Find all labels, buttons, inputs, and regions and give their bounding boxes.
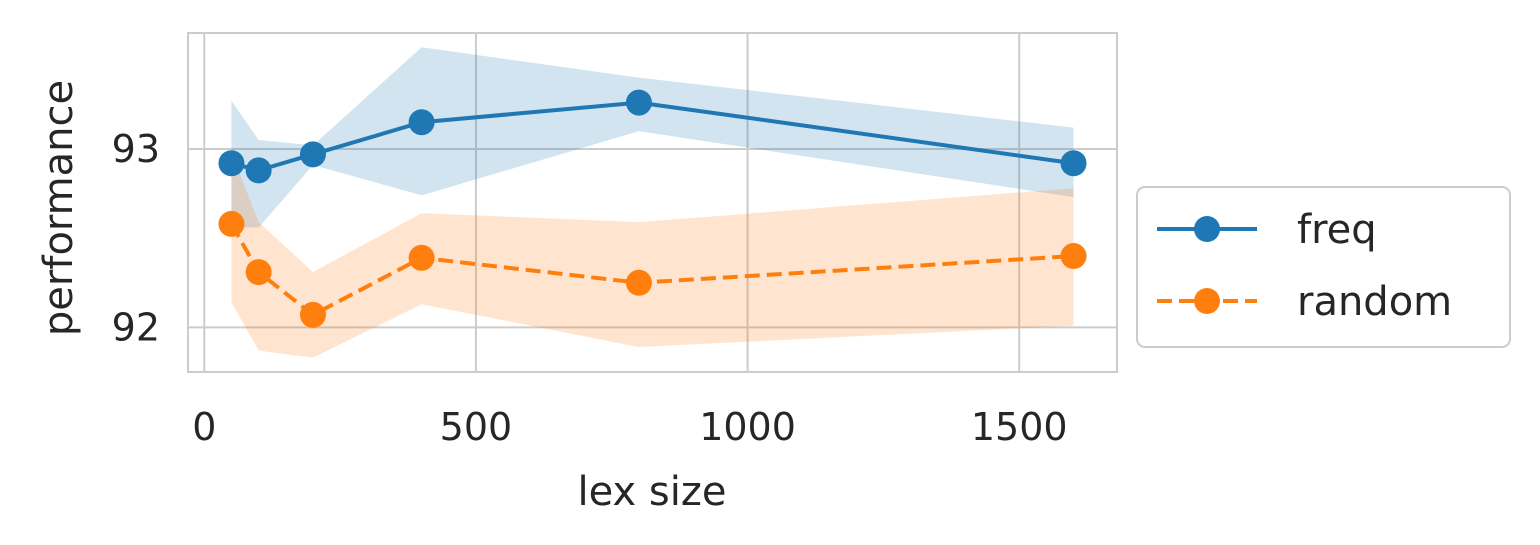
point-random	[408, 244, 435, 271]
legend-label-random: random	[1297, 279, 1452, 325]
point-random	[245, 259, 272, 286]
x-tick-label: 1500	[971, 405, 1068, 449]
point-freq	[245, 157, 272, 184]
band-random	[231, 152, 1074, 358]
x-axis-ticks: 0 500 1000 1500	[192, 405, 1067, 449]
point-freq	[408, 109, 435, 136]
legend-label-freq: freq	[1297, 207, 1377, 253]
point-random	[299, 301, 326, 328]
point-random	[218, 210, 245, 237]
y-tick-label: 92	[112, 305, 160, 349]
plot-border	[187, 32, 1118, 373]
legend-marker-freq	[1194, 216, 1220, 242]
legend: freq random	[1136, 186, 1511, 348]
y-axis-ticks: 92 93	[112, 127, 160, 349]
point-random	[1060, 243, 1087, 270]
confidence-bands	[231, 47, 1074, 358]
y-tick-label: 93	[112, 127, 160, 171]
x-axis-label: lex size	[578, 469, 727, 515]
plot-area	[187, 32, 1118, 373]
point-freq	[625, 89, 652, 116]
point-random	[625, 269, 652, 296]
x-tick-label: 0	[192, 405, 216, 449]
series-markers	[218, 89, 1087, 328]
legend-marker-random	[1194, 288, 1220, 314]
point-freq	[299, 141, 326, 168]
x-tick-label: 500	[440, 405, 513, 449]
point-freq	[1060, 150, 1087, 177]
x-tick-label: 1000	[699, 405, 796, 449]
band-freq	[231, 47, 1074, 228]
y-axis-label: performance	[36, 80, 82, 336]
point-freq	[218, 150, 245, 177]
